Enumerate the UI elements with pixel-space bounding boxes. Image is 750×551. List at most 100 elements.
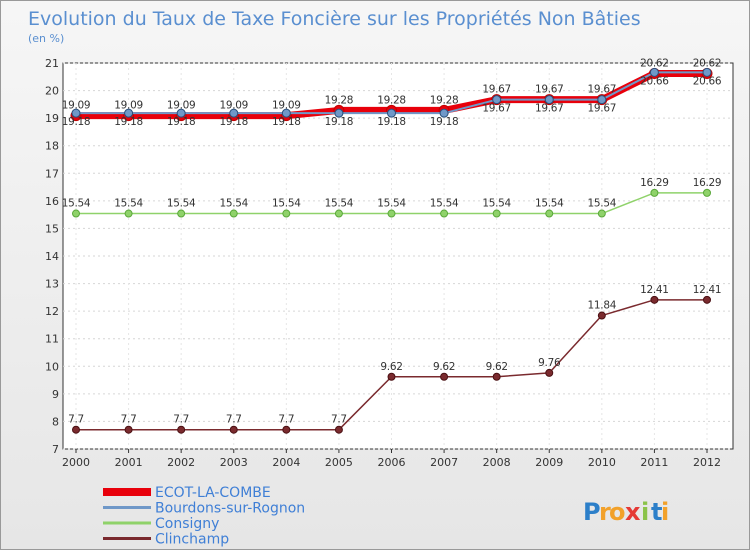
data-label: 19.18: [114, 116, 143, 128]
data-point: [282, 209, 291, 218]
data-point: [72, 425, 80, 434]
x-tick-label: 2008: [483, 456, 511, 469]
x-tick-label: 2003: [220, 456, 248, 469]
data-label: 20.62: [693, 57, 722, 69]
data-point: [387, 209, 396, 218]
data-point: [545, 368, 554, 377]
x-tick-label: 2011: [640, 456, 668, 469]
data-label: 7.7: [278, 414, 294, 426]
data-point: [440, 372, 449, 381]
data-label: 19.18: [272, 116, 301, 128]
data-label: 15.54: [272, 198, 301, 210]
data-point: [71, 108, 81, 118]
y-tick-label: 13: [45, 278, 59, 291]
brand-letter: r: [599, 498, 611, 526]
data-point: [176, 108, 186, 118]
data-label: 19.18: [377, 116, 406, 128]
data-point: [334, 209, 343, 218]
data-label: 19.09: [167, 100, 196, 112]
data-label: 15.54: [62, 198, 91, 210]
data-point: [387, 108, 396, 118]
data-label: 19.67: [535, 103, 564, 115]
data-label: 19.09: [219, 100, 248, 112]
y-tick-label: 8: [52, 415, 59, 428]
brand-letter: t: [651, 498, 662, 526]
data-label: 7.7: [226, 414, 242, 426]
data-point: [649, 67, 659, 77]
data-label: 19.09: [62, 100, 91, 112]
data-point: [650, 188, 659, 197]
y-tick-label: 11: [45, 333, 59, 346]
data-point: [597, 209, 606, 218]
data-point: [544, 95, 554, 105]
data-label: 11.84: [588, 300, 617, 312]
legend-label: Clinchamp: [155, 532, 229, 548]
y-tick-label: 20: [45, 85, 59, 98]
brand-letter: x: [625, 498, 641, 526]
data-label: 16.29: [640, 177, 669, 189]
legend: ECOT-LA-COMBEBourdons-sur-RognonConsigny…: [103, 485, 305, 548]
data-label: 9.76: [538, 357, 561, 369]
data-label: 19.09: [114, 100, 143, 112]
x-tick-label: 2007: [430, 456, 458, 469]
y-tick-label: 9: [52, 388, 59, 401]
brand-letter: o: [609, 498, 626, 526]
data-label: 15.54: [325, 198, 354, 210]
data-point: [334, 425, 343, 434]
x-tick-label: 2012: [693, 456, 721, 469]
data-label: 16.29: [693, 177, 722, 189]
data-point: [229, 209, 238, 218]
x-tick-label: 2006: [378, 456, 406, 469]
data-label: 15.54: [482, 198, 511, 210]
data-label: 15.54: [167, 198, 196, 210]
data-point: [124, 209, 133, 218]
data-label: 20.62: [640, 57, 669, 69]
x-tick-label: 2000: [62, 456, 90, 469]
data-label: 19.67: [588, 103, 617, 115]
data-point: [597, 311, 606, 320]
plot-area: 7 8 9 10 11 12 13 14 15 16 17 18 19 20 21 2000 2001 2002 2…: [45, 57, 734, 469]
y-tick-label: 7: [52, 443, 59, 456]
y-tick-label: 12: [45, 305, 59, 318]
y-tick-label: 15: [45, 222, 59, 235]
data-label: 19.67: [482, 103, 511, 115]
brand-logo: Pro x i ti: [583, 498, 669, 526]
data-label: 19.18: [167, 116, 196, 128]
data-point: [124, 108, 134, 118]
data-label: 19.18: [430, 116, 459, 128]
data-label: 19.18: [325, 116, 354, 128]
data-label: 9.62: [433, 361, 455, 373]
data-label: 19.18: [219, 116, 248, 128]
data-label: 15.54: [535, 198, 564, 210]
data-label: 9.62: [486, 361, 508, 373]
data-point: [492, 95, 502, 105]
data-label: 12.41: [640, 284, 669, 296]
data-point: [439, 108, 449, 118]
x-tick-label: 2001: [115, 456, 143, 469]
data-label: 20.66: [640, 75, 669, 87]
x-tick-label: 2009: [535, 456, 563, 469]
data-label: 7.7: [68, 414, 84, 426]
legend-label: Consigny: [155, 516, 219, 532]
chart-title: Evolution du Taux de Taxe Foncière sur l…: [28, 8, 641, 30]
data-point: [492, 372, 501, 381]
y-tick-label: 17: [45, 167, 59, 180]
data-point: [72, 209, 80, 218]
legend-label: Bourdons-sur-Rognon: [155, 501, 305, 517]
x-tick-label: 2005: [325, 456, 353, 469]
data-point: [440, 209, 449, 218]
y-tick-label: 16: [45, 195, 59, 208]
legend-label: ECOT-LA-COMBE: [155, 485, 271, 501]
brand-letter: i: [661, 498, 669, 526]
y-tick-label: 10: [45, 360, 59, 373]
data-label: 15.54: [377, 198, 406, 210]
data-label: 15.54: [114, 198, 143, 210]
data-point: [703, 295, 711, 304]
data-label: 15.54: [430, 198, 459, 210]
data-point: [387, 372, 396, 381]
data-point: [702, 67, 712, 77]
x-tick-label: 2004: [272, 456, 300, 469]
data-point: [492, 209, 501, 218]
